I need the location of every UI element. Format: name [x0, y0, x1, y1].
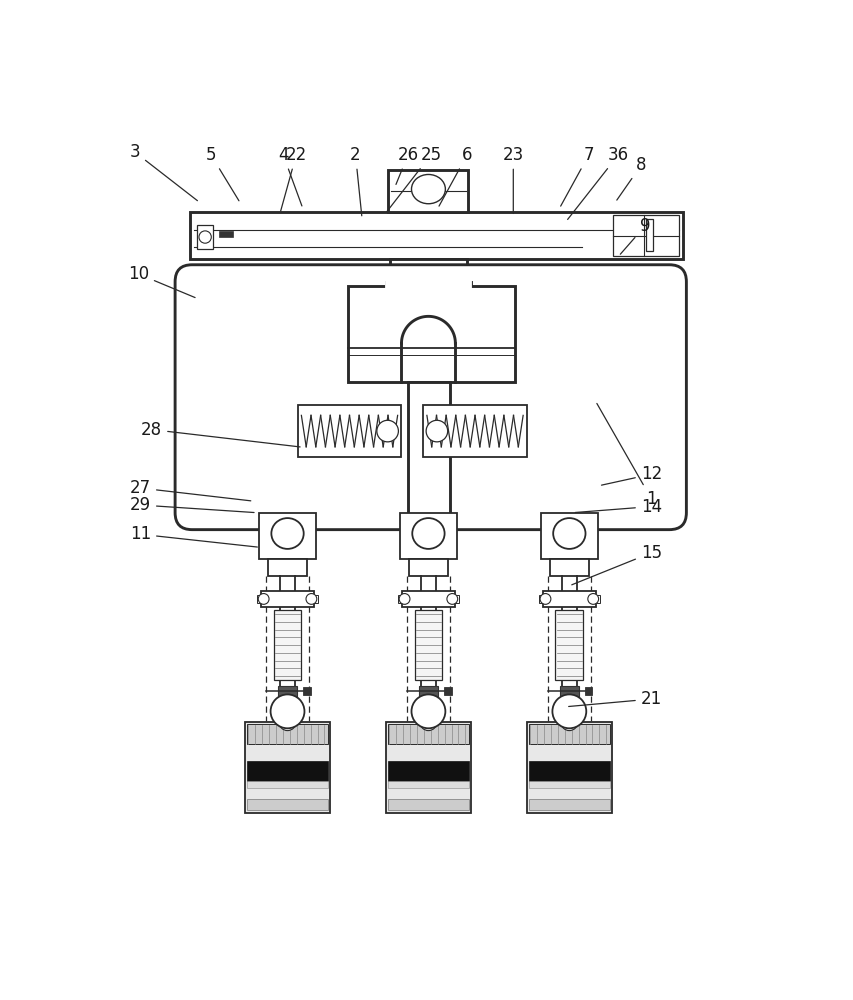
- Bar: [444, 687, 451, 695]
- Bar: [528, 781, 609, 788]
- Circle shape: [420, 714, 437, 731]
- Bar: [268, 559, 306, 576]
- Text: 3: 3: [130, 143, 197, 201]
- Bar: [261, 591, 313, 607]
- Bar: [612, 215, 678, 256]
- Circle shape: [420, 700, 437, 717]
- Text: 5: 5: [206, 146, 239, 201]
- Bar: [595, 595, 600, 603]
- Text: 4: 4: [277, 146, 302, 206]
- Bar: [554, 610, 583, 680]
- Text: 29: 29: [130, 496, 254, 514]
- Ellipse shape: [411, 174, 445, 204]
- Bar: [387, 781, 468, 788]
- Bar: [387, 761, 468, 781]
- Text: 1: 1: [596, 403, 656, 508]
- Circle shape: [552, 694, 586, 728]
- Bar: [386, 278, 470, 316]
- Bar: [454, 595, 459, 603]
- FancyBboxPatch shape: [175, 265, 686, 530]
- Bar: [419, 686, 437, 697]
- Bar: [245, 722, 329, 813]
- Text: 6: 6: [438, 146, 472, 206]
- Bar: [247, 761, 328, 781]
- Text: 11: 11: [130, 525, 257, 547]
- Ellipse shape: [553, 518, 585, 549]
- Bar: [273, 610, 301, 680]
- Bar: [414, 610, 442, 680]
- Ellipse shape: [271, 518, 304, 549]
- Bar: [584, 687, 592, 695]
- Text: 26: 26: [396, 146, 418, 184]
- Bar: [258, 513, 316, 559]
- Text: 8: 8: [616, 156, 646, 200]
- Bar: [528, 761, 609, 781]
- Circle shape: [279, 700, 296, 717]
- Text: 28: 28: [141, 421, 299, 447]
- Bar: [543, 591, 595, 607]
- Bar: [390, 259, 467, 282]
- Bar: [397, 595, 402, 603]
- Text: 27: 27: [130, 479, 251, 501]
- Bar: [257, 595, 261, 603]
- Circle shape: [560, 714, 577, 731]
- Circle shape: [539, 594, 550, 604]
- Bar: [197, 225, 212, 249]
- Text: 9: 9: [619, 217, 649, 254]
- Bar: [528, 799, 609, 810]
- Text: 10: 10: [128, 265, 194, 298]
- Bar: [347, 286, 515, 382]
- Text: 23: 23: [502, 146, 523, 213]
- Circle shape: [560, 700, 577, 717]
- Circle shape: [199, 231, 211, 243]
- Bar: [526, 722, 611, 813]
- Text: 22: 22: [281, 146, 306, 211]
- Circle shape: [376, 420, 398, 442]
- Bar: [388, 170, 468, 212]
- Text: 36: 36: [567, 146, 629, 219]
- Bar: [645, 219, 653, 251]
- Text: 7: 7: [560, 146, 594, 206]
- Ellipse shape: [412, 518, 444, 549]
- Text: 2: 2: [350, 146, 362, 216]
- Bar: [538, 595, 543, 603]
- Text: 21: 21: [568, 690, 661, 708]
- Circle shape: [411, 694, 445, 728]
- Circle shape: [270, 694, 305, 728]
- Bar: [247, 724, 328, 744]
- Circle shape: [305, 594, 316, 604]
- Bar: [402, 591, 454, 607]
- Bar: [387, 799, 468, 810]
- Bar: [399, 513, 456, 559]
- Bar: [386, 722, 470, 813]
- Circle shape: [258, 594, 269, 604]
- Bar: [422, 405, 526, 457]
- Bar: [407, 382, 450, 528]
- Bar: [549, 559, 588, 576]
- Bar: [540, 513, 597, 559]
- Bar: [528, 724, 609, 744]
- Text: 12: 12: [601, 465, 661, 485]
- Bar: [647, 268, 673, 305]
- Text: 14: 14: [575, 498, 661, 516]
- Circle shape: [398, 594, 409, 604]
- Bar: [560, 686, 578, 697]
- Bar: [278, 686, 297, 697]
- Circle shape: [587, 594, 598, 604]
- Bar: [387, 724, 468, 744]
- Text: 25: 25: [386, 146, 441, 212]
- Circle shape: [279, 714, 296, 731]
- Bar: [247, 799, 328, 810]
- Bar: [247, 781, 328, 788]
- Circle shape: [446, 594, 457, 604]
- Bar: [409, 559, 447, 576]
- Bar: [189, 212, 682, 259]
- Bar: [297, 405, 401, 457]
- Bar: [313, 595, 318, 603]
- Text: 15: 15: [572, 544, 661, 585]
- Circle shape: [426, 420, 447, 442]
- Bar: [303, 687, 310, 695]
- Bar: [218, 231, 233, 237]
